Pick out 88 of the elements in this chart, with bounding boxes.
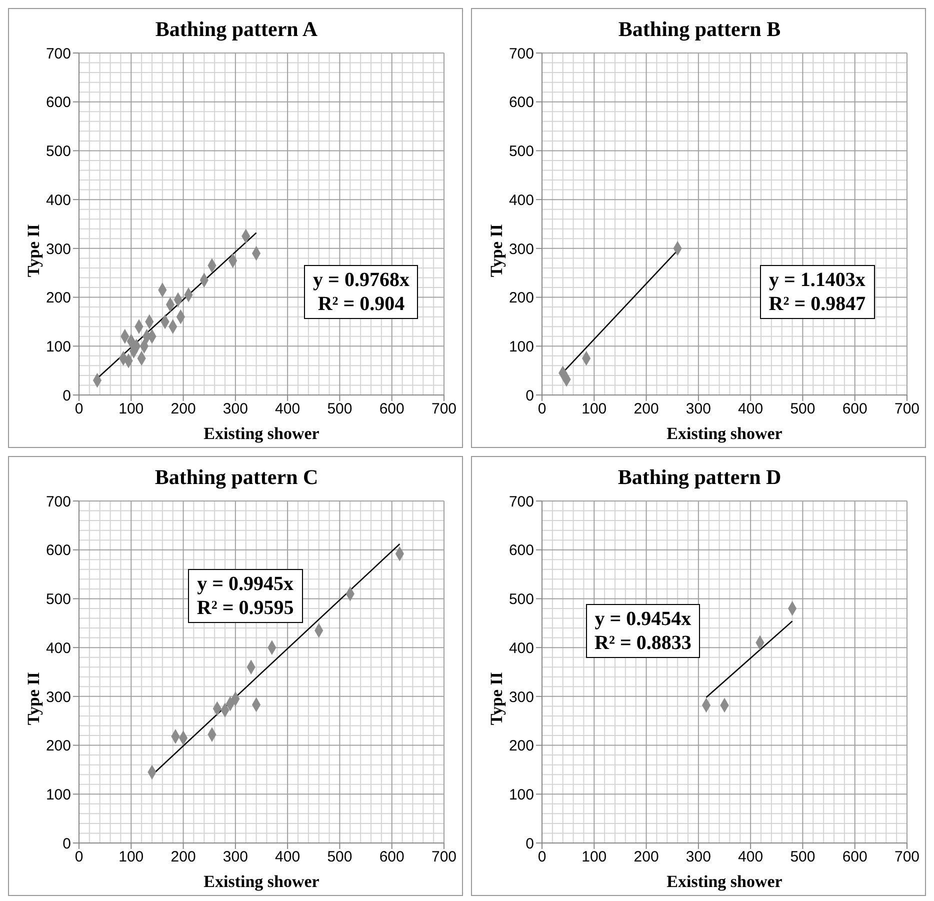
x-tick-label: 300 — [222, 400, 248, 418]
y-tick-label: 0 — [62, 387, 71, 404]
y-tick-label: 600 — [46, 542, 71, 560]
equation-box: y = 0.9768x R² = 0.904 — [304, 265, 418, 320]
x-tick-label: 0 — [74, 400, 84, 418]
annotation: y = 0.9454x — [594, 608, 692, 630]
x-tick-label: 0 — [538, 400, 546, 418]
x-tick-label: 200 — [634, 400, 659, 418]
chart-title: Bathing pattern A — [154, 17, 319, 42]
chart-title: Bathing pattern B — [617, 17, 782, 42]
y-tick-label: 0 — [526, 835, 534, 852]
x-tick-label: 600 — [379, 848, 404, 866]
y-tick-label: 600 — [508, 94, 534, 112]
y-tick-label: 700 — [46, 493, 71, 510]
x-tick-label: 0 — [538, 848, 546, 866]
y-tick-label: 300 — [508, 688, 534, 706]
y-tick-label: 400 — [508, 192, 534, 209]
y-tick-label: 500 — [508, 143, 534, 160]
x-tick-label: 200 — [634, 848, 659, 866]
x-tick-label: 600 — [842, 848, 868, 866]
x-tick-label: 600 — [842, 400, 868, 418]
annotation: R² = 0.904 — [318, 293, 405, 316]
chart-title: Bathing pattern C — [154, 465, 320, 490]
x-tick-label: 700 — [431, 848, 457, 866]
x-axis-title: Existing shower — [666, 424, 783, 443]
equation-box: y = 0.9454x R² = 0.8833 — [586, 604, 700, 658]
x-tick-label: 100 — [582, 400, 607, 418]
x-axis-title: Existing shower — [204, 872, 320, 891]
x-tick-label: 100 — [118, 400, 144, 418]
y-tick-label: 700 — [46, 45, 71, 62]
y-tick-label: 100 — [508, 338, 534, 356]
y-axis-title: Type II — [487, 224, 506, 278]
equation-box: y = 0.9945x R² = 0.9595 — [188, 569, 303, 624]
y-axis-title: Type II — [487, 672, 506, 726]
y-tick-label: 200 — [46, 738, 71, 755]
x-tick-label: 400 — [275, 848, 300, 866]
y-tick-label: 500 — [508, 591, 534, 608]
y-tick-label: 500 — [46, 143, 71, 160]
x-tick-label: 200 — [170, 848, 196, 866]
annotation: R² = 0.8833 — [594, 632, 692, 654]
y-tick-label: 300 — [508, 240, 534, 258]
y-tick-label: 600 — [508, 542, 534, 560]
y-tick-label: 200 — [508, 290, 534, 307]
y-tick-label: 200 — [46, 290, 71, 307]
x-axis-title: Existing shower — [204, 424, 320, 443]
y-tick-label: 600 — [46, 94, 71, 112]
x-tick-label: 300 — [686, 400, 711, 418]
chart-title: Bathing pattern D — [616, 465, 782, 490]
equation-box: y = 1.1403x R² = 0.9847 — [760, 265, 875, 320]
annotation: R² = 0.9595 — [196, 597, 294, 620]
y-tick-label: 500 — [46, 591, 71, 608]
annotation: y = 1.1403x — [769, 269, 866, 292]
x-axis-title: Existing shower — [666, 872, 783, 891]
annotation: R² = 0.9847 — [768, 293, 866, 316]
y-tick-label: 100 — [46, 786, 71, 804]
y-tick-label: 100 — [46, 338, 71, 356]
y-tick-label: 300 — [46, 688, 71, 706]
x-tick-label: 200 — [170, 400, 196, 418]
x-tick-label: 300 — [222, 848, 248, 866]
x-tick-label: 400 — [738, 848, 764, 866]
y-tick-label: 300 — [46, 240, 71, 258]
annotation: y = 0.9768x — [313, 269, 410, 292]
y-tick-label: 0 — [526, 387, 534, 404]
y-tick-label: 0 — [62, 835, 71, 852]
x-tick-label: 100 — [118, 848, 144, 866]
x-tick-label: 700 — [894, 400, 920, 418]
y-tick-label: 400 — [46, 192, 71, 209]
y-tick-label: 700 — [508, 45, 534, 62]
x-tick-label: 500 — [790, 400, 816, 418]
x-tick-label: 400 — [275, 400, 300, 418]
y-tick-label: 100 — [508, 786, 534, 804]
x-tick-label: 700 — [431, 400, 457, 418]
x-tick-label: 300 — [686, 848, 711, 866]
y-tick-label: 400 — [508, 640, 534, 657]
x-tick-label: 500 — [327, 400, 352, 418]
y-tick-label: 400 — [46, 640, 71, 657]
y-tick-label: 700 — [508, 493, 534, 510]
x-tick-label: 500 — [327, 848, 352, 866]
x-tick-label: 0 — [74, 848, 84, 866]
y-tick-label: 200 — [508, 738, 534, 755]
x-tick-label: 600 — [379, 400, 404, 418]
x-tick-label: 400 — [738, 400, 764, 418]
x-tick-label: 700 — [894, 848, 920, 866]
x-tick-label: 100 — [582, 848, 607, 866]
annotation: y = 0.9945x — [197, 573, 294, 596]
y-axis-title: Type II — [24, 224, 44, 278]
y-axis-title: Type II — [24, 672, 44, 726]
x-tick-label: 500 — [790, 848, 816, 866]
